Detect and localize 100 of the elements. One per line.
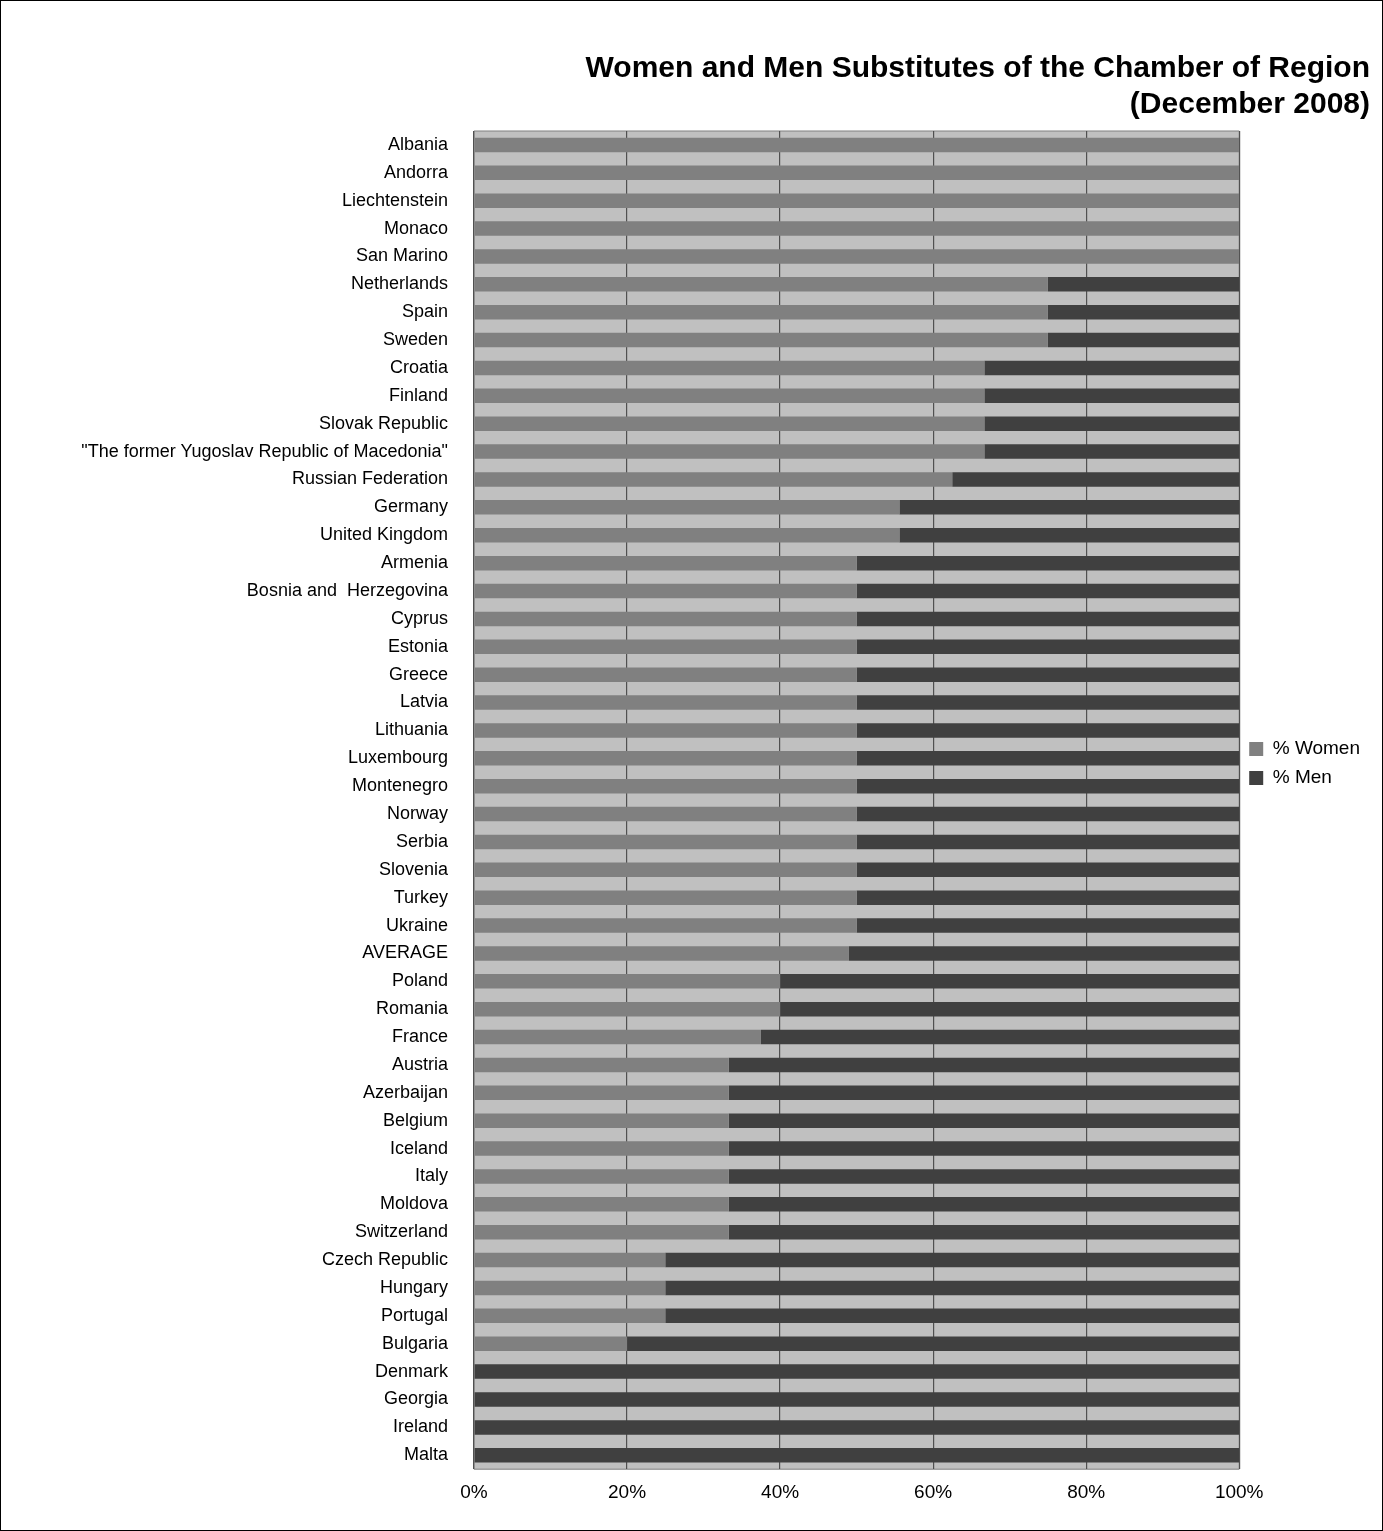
y-tick-label: Cyprus (390, 607, 448, 628)
y-tick-label: Finland (388, 384, 448, 405)
bar (856, 555, 1240, 571)
x-tick-label: 0% (460, 1480, 488, 1502)
y-tick-label: Sweden (382, 329, 448, 350)
y-tick-label: Liechtenstein (341, 189, 448, 210)
bar (856, 806, 1240, 822)
y-tick-label: Netherlands (350, 273, 448, 294)
y-tick-label: Serbia (395, 830, 449, 851)
bar (665, 1308, 1240, 1324)
bar (728, 1169, 1240, 1184)
legend-label: % Men (1272, 766, 1332, 788)
y-tick-label: Latvia (399, 691, 449, 712)
y-tick-label: San Marino (355, 245, 448, 266)
bar (984, 444, 1240, 459)
y-tick-label: Spain (401, 301, 448, 322)
bar (848, 946, 1240, 961)
bar (952, 472, 1240, 487)
y-tick-label: "The former Yugoslav Republic of Macedonia" (81, 440, 448, 461)
x-tick-label: 40% (761, 1480, 800, 1502)
bar (665, 1280, 1240, 1296)
y-tick-label: Luxembourg (347, 747, 448, 768)
bar (856, 695, 1240, 710)
bar (856, 778, 1240, 794)
y-tick-label: Azerbaijan (362, 1081, 448, 1102)
bar (1047, 332, 1240, 348)
bar (728, 1085, 1240, 1101)
y-tick-label: Greece (388, 663, 448, 684)
y-tick-label: Montenegro (351, 775, 448, 796)
y-tick-label: Andorra (383, 161, 449, 182)
x-tick-label: 100% (1214, 1480, 1264, 1502)
bar (899, 528, 1240, 543)
y-tick-label: Romania (375, 998, 449, 1019)
bar (856, 834, 1240, 850)
bar (728, 1141, 1240, 1156)
bar (856, 751, 1240, 766)
bar (856, 890, 1240, 905)
bar (474, 1448, 1240, 1463)
x-tick-label: 80% (1067, 1480, 1106, 1502)
y-tick-label: Czech Republic (321, 1249, 448, 1270)
y-tick-label: Portugal (380, 1304, 448, 1325)
y-tick-label: Malta (403, 1444, 449, 1465)
bar (474, 1364, 1240, 1379)
bar (780, 1001, 1240, 1017)
y-tick-label: Slovak Republic (318, 412, 448, 433)
y-tick-label: Bulgaria (381, 1332, 449, 1353)
y-tick-label: United Kingdom (319, 524, 448, 545)
chart-title: Women and Men Substitutes of the Chamber of Region (December 2008) (585, 50, 1370, 120)
bar (1047, 277, 1240, 292)
y-tick-label: Belgium (382, 1109, 448, 1130)
y-tick-label: Slovenia (378, 858, 449, 879)
bar (984, 416, 1240, 431)
bar (474, 1420, 1240, 1435)
y-tick-label: AVERAGE (362, 942, 448, 963)
bar (856, 639, 1240, 655)
y-tick-label: Ireland (392, 1416, 448, 1437)
y-tick-label: Austria (391, 1053, 449, 1074)
y-tick-label: Lithuania (374, 719, 449, 740)
bar (856, 583, 1240, 599)
bar (1047, 304, 1240, 320)
y-tick-label: Germany (373, 496, 448, 517)
y-tick-label: Russian Federation (291, 468, 448, 489)
bar (728, 1197, 1240, 1212)
bar (627, 1336, 1240, 1351)
bar (856, 918, 1240, 933)
y-tick-label: Moldova (379, 1193, 449, 1214)
y-tick-label: Ukraine (385, 914, 448, 935)
y-tick-label: Hungary (379, 1276, 448, 1297)
y-tick-label: Turkey (393, 886, 448, 907)
bar (899, 500, 1240, 515)
bar (984, 360, 1240, 376)
x-tick-label: 60% (914, 1480, 953, 1502)
y-tick-label: Switzerland (354, 1221, 448, 1242)
y-tick-label: Estonia (387, 635, 449, 656)
bar (760, 1029, 1240, 1045)
y-tick-label: Italy (414, 1165, 448, 1186)
y-tick-label: Norway (386, 803, 448, 824)
bar (856, 862, 1240, 878)
bar (728, 1224, 1240, 1240)
bar (728, 1113, 1240, 1128)
y-tick-label: Georgia (383, 1388, 449, 1409)
y-tick-label: Albania (387, 133, 449, 154)
y-tick-label: France (391, 1026, 448, 1047)
y-tick-label: Armenia (380, 552, 449, 573)
y-tick-label: Iceland (389, 1137, 448, 1158)
bar (984, 388, 1240, 404)
legend-label: % Women (1272, 737, 1361, 759)
bar (856, 667, 1240, 682)
bar (665, 1252, 1240, 1268)
y-tick-label: Monaco (383, 217, 448, 238)
y-tick-label: Poland (391, 970, 448, 991)
bar (856, 723, 1240, 738)
y-tick-label: Bosnia and Herzegovina (246, 579, 449, 600)
bar (780, 974, 1240, 989)
bar (728, 1057, 1240, 1073)
x-tick-label: 20% (608, 1480, 647, 1502)
bar (474, 1392, 1240, 1407)
y-tick-label: Denmark (374, 1360, 449, 1381)
bar (856, 611, 1240, 627)
y-tick-label: Croatia (389, 356, 449, 377)
